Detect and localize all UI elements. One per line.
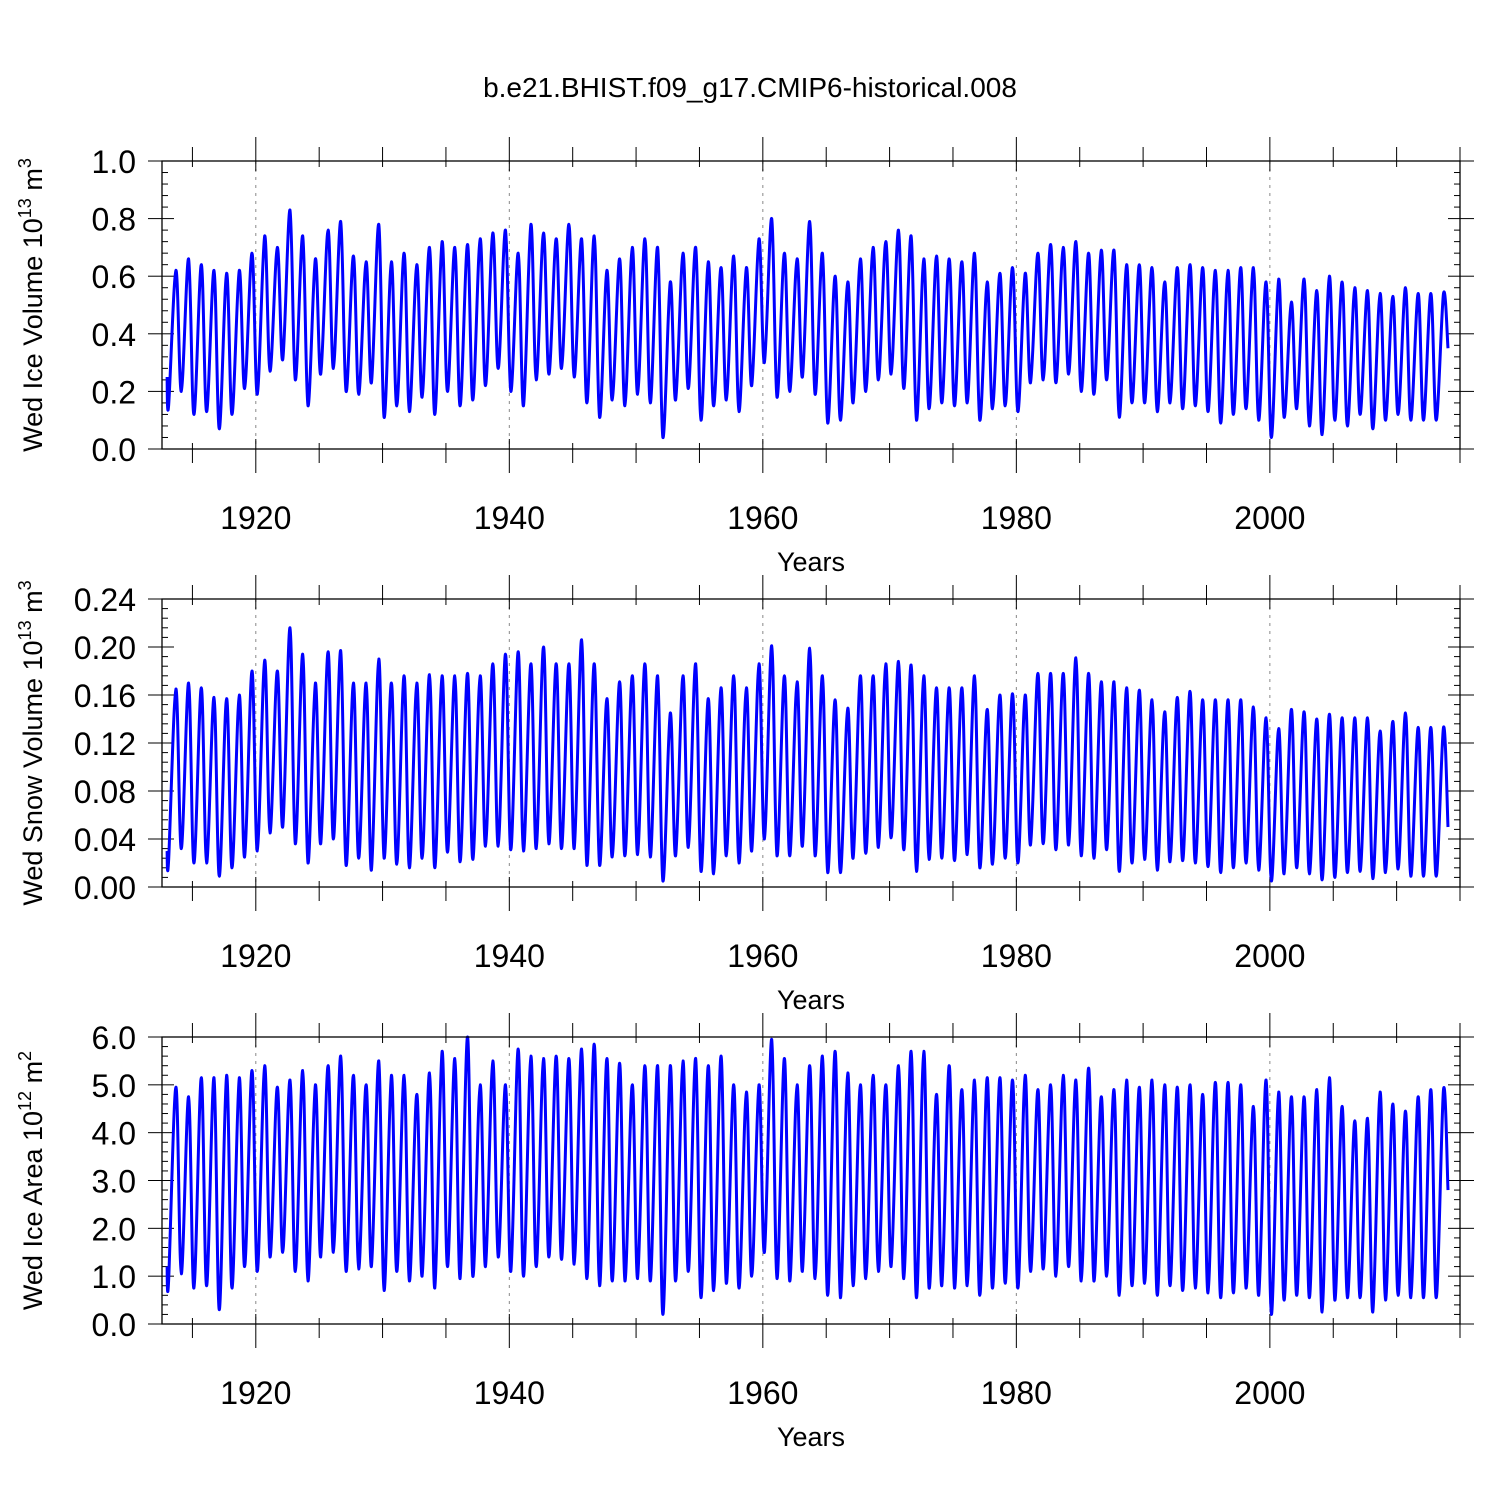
y-tick-label: 0.0 [92, 1307, 136, 1343]
x-tick-label: 1920 [220, 500, 291, 536]
chart-panel-3: 0.0 1.0 2.0 3.0 4.0 5.0 6.0 1920 1940 1960 1980 200… [15, 1013, 1474, 1452]
plot-frame [161, 598, 1461, 888]
y-tick-label: 0.12 [74, 726, 136, 762]
chart-panel-1: 0.0 0.2 0.4 0.6 0.8 1.0 1920 1940 1960 1980 2000 Ye… [15, 137, 1474, 577]
y-tick-label: 2.0 [92, 1211, 136, 1247]
y-tick-label: 0.04 [74, 822, 136, 858]
y-tick-label: 6.0 [92, 1020, 136, 1056]
x-tick-label: 1920 [220, 938, 291, 974]
x-axis-title: Years [777, 1422, 845, 1452]
x-axis-title: Years [777, 547, 845, 577]
x-tick-label: 1940 [474, 1375, 545, 1411]
x-tick-label: 2000 [1234, 938, 1305, 974]
y-axis-title: Wed Snow Volume 1013 m3 [15, 580, 48, 905]
x-tick-label: 1980 [981, 500, 1052, 536]
y-tick-label: 0.00 [74, 870, 136, 906]
y-tick-label: 0.6 [92, 259, 136, 295]
y-tick-label: 0.4 [92, 317, 136, 353]
panels: 0.0 0.2 0.4 0.6 0.8 1.0 1920 1940 1960 1980 2000 Ye… [15, 137, 1474, 1452]
y-tick-label: 0.08 [74, 774, 136, 810]
y-tick-label: 0.16 [74, 678, 136, 714]
x-tick-label: 1960 [727, 1375, 798, 1411]
y-tick-label: 0.0 [92, 432, 136, 468]
y-axis-title: Wed Ice Area 1012 m2 [15, 1051, 48, 1310]
x-tick-label: 1960 [727, 500, 798, 536]
x-tick-label: 1940 [474, 500, 545, 536]
chart-panel-2: 0.00 0.04 0.08 0.12 0.16 0.20 0.24 1920 1940 1960… [15, 575, 1474, 1015]
x-axis-title: Years [777, 985, 845, 1015]
plot-frame [161, 1036, 1461, 1325]
y-tick-label: 5.0 [92, 1068, 136, 1104]
y-tick-label: 0.24 [74, 582, 136, 618]
plot-frame [161, 160, 1461, 450]
figure-title: b.e21.BHIST.f09_g17.CMIP6-historical.008 [483, 72, 1017, 103]
x-tick-label: 1960 [727, 938, 798, 974]
y-tick-label: 0.20 [74, 630, 136, 666]
y-tick-label: 3.0 [92, 1164, 136, 1200]
x-tick-label: 1980 [981, 938, 1052, 974]
x-tick-label: 2000 [1234, 500, 1305, 536]
x-tick-label: 2000 [1234, 1375, 1305, 1411]
y-tick-label: 0.8 [92, 202, 136, 238]
series-line [165, 208, 1450, 440]
series-line [165, 1035, 1450, 1316]
y-tick-label: 1.0 [92, 1259, 136, 1295]
y-tick-label: 4.0 [92, 1116, 136, 1152]
x-tick-label: 1940 [474, 938, 545, 974]
y-tick-label: 1.0 [92, 144, 136, 180]
series-line [165, 626, 1450, 883]
y-axis-title: Wed Ice Volume 1013 m3 [15, 158, 48, 452]
y-tick-label: 0.2 [92, 374, 136, 410]
x-tick-label: 1980 [981, 1375, 1052, 1411]
x-tick-label: 1920 [220, 1375, 291, 1411]
